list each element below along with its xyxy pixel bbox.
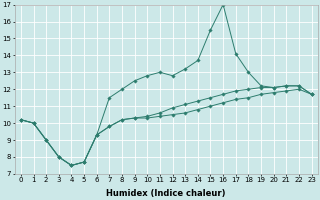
X-axis label: Humidex (Indice chaleur): Humidex (Indice chaleur) [107,189,226,198]
